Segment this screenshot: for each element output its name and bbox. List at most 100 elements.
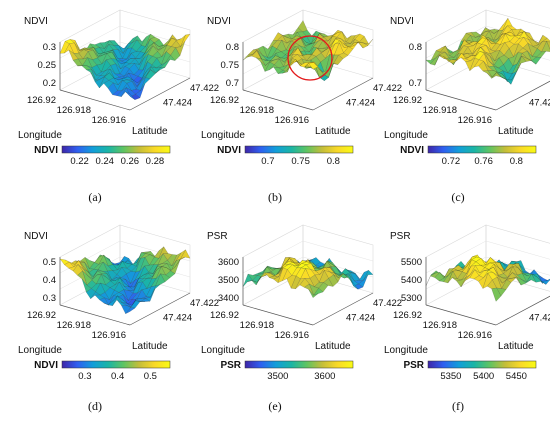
plot-title: NDVI [24,16,48,27]
z-tick-label: 0.3 [43,293,56,304]
x-axis-label: Longitude [384,130,428,141]
y-axis-line [312,77,374,111]
colorbar [427,360,537,369]
z-tick-label: 5300 [401,293,422,304]
colorbar-tick-label: 0.22 [70,156,89,167]
surface [59,33,191,100]
surface [242,20,374,81]
x-axis-line [59,89,131,111]
y-axis-line [312,292,374,326]
colorbar-tick-label: 0.76 [474,156,493,167]
z-tick-label: 0.7 [226,78,239,89]
grid-line [59,25,191,59]
grid-line [242,256,374,290]
x-tick-label: 126.916 [275,330,309,341]
x-axis-line [242,304,314,326]
z-tick-label: 3500 [218,275,239,286]
panel-tag: (b) [268,190,282,204]
x-tick-label: 126.92 [27,310,56,321]
y-tick-label: 47.424 [163,98,192,109]
z-tick-label: 0.4 [43,275,56,286]
x-tick-label: 126.918 [57,320,91,331]
x-tick-label: 126.92 [27,95,56,106]
x-tick-label: 126.92 [210,95,239,106]
surface-facet [491,287,502,302]
x-tick-label: 126.92 [393,95,422,106]
y-tick-label: 47.424 [529,98,550,109]
x-axis-label: Longitude [201,345,245,356]
x-tick-label: 126.92 [210,310,239,321]
x-axis-label: Longitude [18,130,62,141]
z-tick-label: 0.8 [409,42,422,53]
colorbar-label: NDVI [400,145,424,156]
y-axis-label: Latitude [315,341,351,352]
x-tick-label: 126.918 [240,105,274,116]
colorbar-tick-label: 0.8 [327,156,340,167]
panel-c: NDVI0.80.7126.92126.918126.91647.42247.4… [384,9,550,204]
colorbar-tick-label: 0.75 [291,156,310,167]
x-tick-label: 126.918 [240,320,274,331]
y-axis-label: Latitude [498,341,534,352]
plot-title: NDVI [390,16,414,27]
colorbar-tick-label: 0.28 [146,156,165,167]
y-tick-label: 47.424 [346,98,375,109]
y-tick-label: 47.424 [529,313,550,324]
surface-facet [125,91,136,100]
surface-facet [308,289,319,298]
colorbar-tick-label: 0.8 [510,156,523,167]
x-tick-label: 126.92 [393,310,422,321]
colorbar-tick-label: 0.26 [121,156,140,167]
z-tick-label: 0.5 [43,257,56,268]
panel-tag: (f) [452,399,464,413]
y-axis-line [129,292,191,326]
x-axis-label: Longitude [384,345,428,356]
colorbar [244,360,354,369]
x-axis-line [425,89,497,111]
colorbar-label: PSR [220,360,241,371]
colorbar-tick-label: 0.4 [111,371,124,382]
y-axis-label: Latitude [132,126,168,137]
z-tick-label: 5500 [401,257,422,268]
colorbar-label: NDVI [34,360,58,371]
colorbar-tick-label: 3500 [267,371,288,382]
plot-title: NDVI [207,16,231,27]
x-axis-line [59,304,131,326]
y-tick-label: 47.422 [190,298,219,309]
panel-tag: (a) [88,190,101,204]
panel-tag: (e) [268,399,281,413]
x-tick-label: 126.916 [458,330,492,341]
plot-title: NDVI [24,231,48,242]
plot-title: PSR [390,231,411,242]
z-tick-label: 0.7 [409,78,422,89]
surface [425,17,550,85]
surface [59,246,191,315]
x-tick-label: 126.916 [92,330,126,341]
highlight-circle [287,35,333,81]
grid-line [242,240,374,274]
y-axis-line [495,295,550,326]
colorbar [244,145,354,154]
z-tick-label: 0.75 [221,60,240,71]
y-axis-line [129,77,191,111]
y-tick-label: 47.422 [373,83,402,94]
z-tick-label: 3600 [218,257,239,268]
x-axis-line [242,89,314,111]
colorbar-tick-label: 3600 [314,371,335,382]
colorbar [427,145,537,154]
colorbar-label: PSR [403,360,424,371]
z-tick-label: 0.8 [226,42,239,53]
colorbar-tick-label: 5350 [440,371,461,382]
y-axis-label: Latitude [132,341,168,352]
y-tick-label: 47.424 [163,313,192,324]
surface-facet [491,72,502,79]
colorbar-tick-label: 5450 [506,371,527,382]
y-tick-label: 47.424 [346,313,375,324]
x-axis-label: Longitude [201,130,245,141]
x-tick-label: 126.918 [423,105,457,116]
colorbar [61,360,171,369]
grid-line [425,240,550,274]
